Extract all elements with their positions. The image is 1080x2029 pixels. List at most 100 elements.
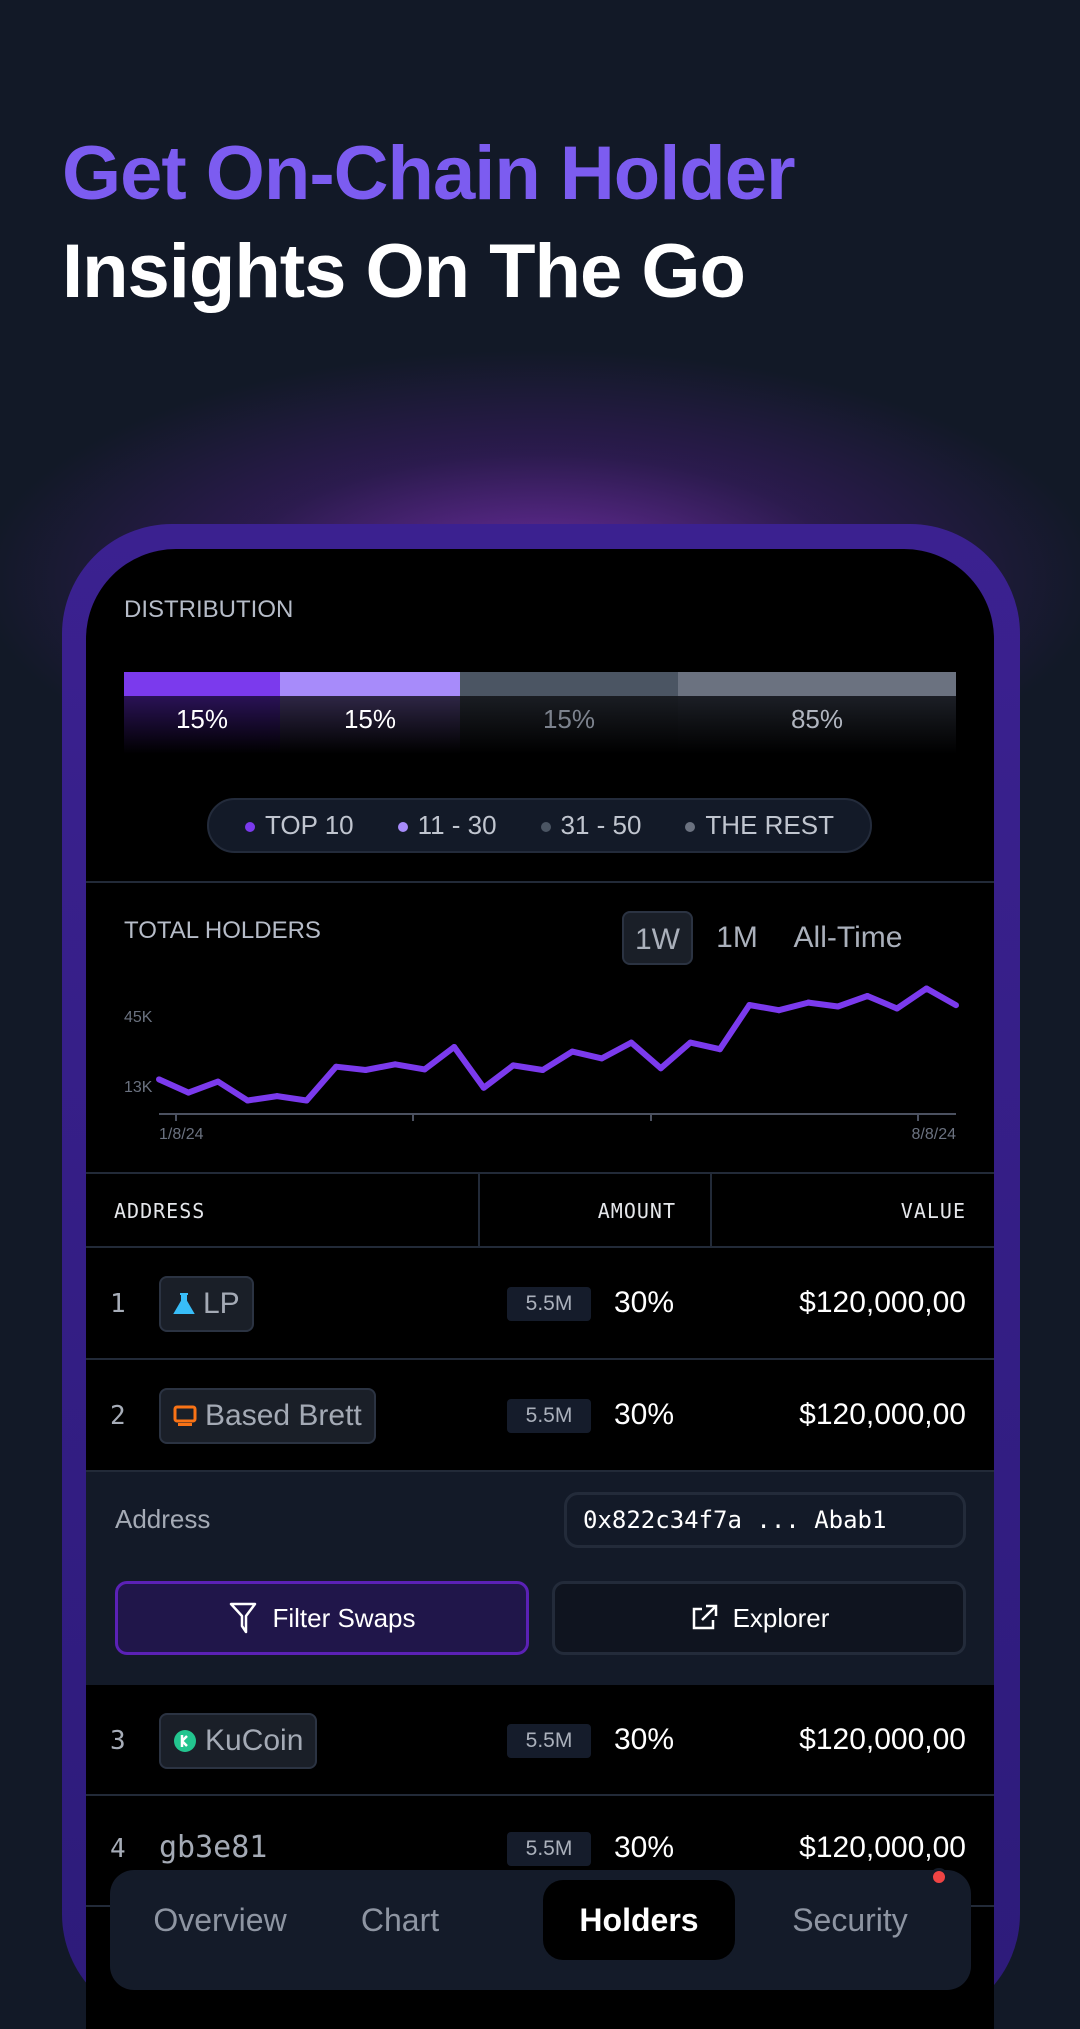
holders-point <box>156 1076 162 1083</box>
headline-line-2: Insights On The Go <box>62 229 746 314</box>
holder-name: KuCoin <box>205 1724 304 1757</box>
amount-percent: 30% <box>614 1831 675 1864</box>
header-value[interactable]: VALUE <box>900 1199 966 1223</box>
legend-31-50: 31 - 50 <box>540 810 642 841</box>
holders-point <box>746 1001 753 1008</box>
x-tick-end: 8/8/24 <box>912 1126 957 1143</box>
holders-point <box>628 1039 635 1046</box>
tab-overview[interactable]: Overview <box>153 1902 287 1938</box>
holder-value: $120,000,00 <box>799 1723 966 1756</box>
holders-point <box>687 1039 694 1046</box>
holders-point <box>303 1097 310 1104</box>
expanded-holder-panel: Address 0x822c34f7a ... Abab1 Filter Swa… <box>86 1472 994 1685</box>
amount-badge: 5.5M <box>507 1287 591 1321</box>
holders-point <box>510 1062 517 1069</box>
pct-top10: 15% <box>124 696 280 754</box>
amount-percent: 30% <box>614 1723 675 1756</box>
holders-point <box>775 1007 782 1014</box>
holders-line-chart: 45K 13K 1/8/24 8/8/24 <box>124 985 959 1143</box>
filter-swaps-button[interactable]: Filter Swaps <box>115 1581 529 1655</box>
holder-value: $120,000,00 <box>799 1398 966 1431</box>
holders-title: TOTAL HOLDERS <box>124 917 321 944</box>
table-row[interactable]: 2 Based Brett 5.5M 30% $120,000,00 <box>86 1360 994 1472</box>
holders-point <box>657 1065 664 1072</box>
flask-icon <box>173 1293 195 1314</box>
holders-point <box>953 1002 959 1009</box>
range-1m[interactable]: 1M <box>716 921 758 954</box>
amount-percent: 30% <box>614 1398 675 1431</box>
pct-31-50: 15% <box>460 696 678 754</box>
holder-tag[interactable]: Based Brett <box>159 1388 376 1444</box>
holder-tag[interactable]: KuCoin <box>159 1713 318 1769</box>
row-rank: 4 <box>110 1834 126 1864</box>
bar-rest <box>678 672 956 696</box>
headline-line-1: Get On-Chain Holder <box>62 131 796 216</box>
holders-point <box>274 1093 281 1100</box>
holders-point <box>333 1063 340 1070</box>
holder-name[interactable]: gb3e81 <box>159 1830 268 1865</box>
tab-holders[interactable]: Holders <box>543 1880 735 1960</box>
holders-point <box>864 992 871 999</box>
holders-point <box>598 1055 605 1062</box>
holders-point <box>716 1046 723 1053</box>
holder-value: $120,000,00 <box>799 1286 966 1319</box>
legend-label: 31 - 50 <box>560 810 642 840</box>
dot-icon <box>540 822 551 833</box>
holders-point <box>244 1097 251 1104</box>
column-divider <box>478 1174 480 1248</box>
row-rank: 2 <box>110 1401 126 1431</box>
distribution-title: DISTRIBUTION <box>124 596 294 623</box>
holders-point <box>569 1048 576 1055</box>
holders-point <box>362 1067 369 1074</box>
legend-top10: TOP 10 <box>244 810 354 841</box>
y-tick-45k: 45K <box>124 1009 153 1026</box>
legend-rest: THE REST <box>685 810 834 841</box>
header-amount[interactable]: AMOUNT <box>597 1199 676 1223</box>
header-address[interactable]: ADDRESS <box>114 1199 206 1223</box>
security-alert-dot <box>930 1868 948 1886</box>
kucoin-icon <box>174 1730 196 1752</box>
bottom-tab-bar: Overview Chart Holders Security <box>110 1868 971 1990</box>
holder-tag[interactable]: LP <box>159 1276 254 1332</box>
explorer-button[interactable]: Explorer <box>552 1581 966 1655</box>
holders-point <box>215 1078 222 1085</box>
external-link-icon <box>692 1604 717 1630</box>
table-row[interactable]: 1 LP 5.5M 30% $120,000,00 <box>86 1248 994 1360</box>
address-label: Address <box>115 1504 211 1534</box>
holder-name: LP <box>203 1287 240 1320</box>
dot-icon <box>244 822 255 833</box>
holders-point <box>451 1044 458 1051</box>
holders-series-line <box>157 985 958 1104</box>
phone-screen: DISTRIBUTION 15% 15% 15% 85% TOP 10 11 -… <box>86 549 994 2029</box>
pct-11-30: 15% <box>280 696 460 754</box>
amount-badge: 5.5M <box>507 1832 591 1866</box>
holders-point <box>834 1003 841 1010</box>
holders-point <box>185 1089 192 1096</box>
divider <box>86 881 994 883</box>
tab-chart[interactable]: Chart <box>360 1902 440 1938</box>
range-1w[interactable]: 1W <box>622 911 693 965</box>
holder-name: Based Brett <box>205 1399 362 1432</box>
range-all-time[interactable]: All-Time <box>793 921 903 954</box>
bar-11-30 <box>280 672 460 696</box>
row-rank: 1 <box>110 1289 126 1319</box>
address-field[interactable]: 0x822c34f7a ... Abab1 <box>564 1492 966 1548</box>
pct-rest: 85% <box>678 696 956 754</box>
holders-point <box>421 1066 428 1073</box>
amount-percent: 30% <box>614 1286 675 1319</box>
table-row[interactable]: 3 KuCoin 5.5M 30% $120,000,00 <box>86 1685 994 1796</box>
distribution-legend: TOP 10 11 - 30 31 - 50 THE REST <box>207 798 872 853</box>
row-rank: 3 <box>110 1726 126 1756</box>
holder-value: $120,000,00 <box>799 1831 966 1864</box>
amount-badge: 5.5M <box>507 1724 591 1758</box>
filter-swaps-label: Filter Swaps <box>272 1602 416 1633</box>
y-tick-13k: 13K <box>124 1079 153 1096</box>
holders-point <box>805 999 812 1006</box>
amount-badge: 5.5M <box>507 1399 591 1433</box>
bar-top10 <box>124 672 280 696</box>
tab-security[interactable]: Security <box>792 1902 908 1938</box>
explorer-label: Explorer <box>732 1602 830 1633</box>
legend-label: TOP 10 <box>264 810 354 840</box>
bar-31-50 <box>460 672 678 696</box>
legend-label: 11 - 30 <box>417 810 497 840</box>
